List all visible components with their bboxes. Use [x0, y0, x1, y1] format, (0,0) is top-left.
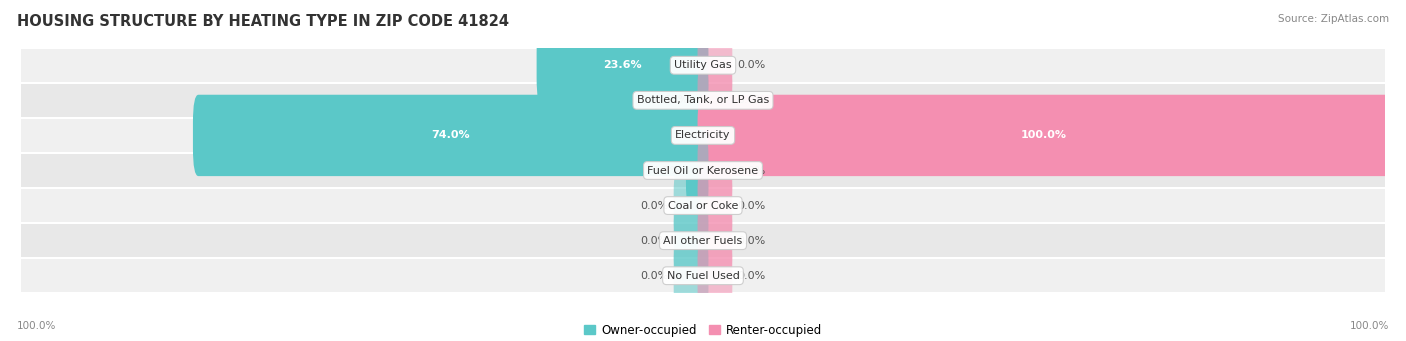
Text: Coal or Coke: Coal or Coke: [668, 201, 738, 211]
Bar: [21, 188, 1385, 223]
Text: 0.0%: 0.0%: [737, 95, 765, 105]
Bar: [21, 48, 1385, 83]
Text: Bottled, Tank, or LP Gas: Bottled, Tank, or LP Gas: [637, 95, 769, 105]
Text: 0.0%: 0.0%: [641, 201, 669, 211]
FancyBboxPatch shape: [693, 60, 709, 141]
Text: 0.0%: 0.0%: [641, 271, 669, 281]
Text: 0.0%: 0.0%: [737, 165, 765, 176]
FancyBboxPatch shape: [697, 60, 733, 141]
FancyBboxPatch shape: [697, 165, 733, 246]
Text: 100.0%: 100.0%: [1021, 130, 1067, 140]
Text: Electricity: Electricity: [675, 130, 731, 140]
Text: 0.0%: 0.0%: [737, 236, 765, 246]
Text: 0.0%: 0.0%: [641, 236, 669, 246]
FancyBboxPatch shape: [697, 235, 733, 316]
Text: 0.0%: 0.0%: [737, 201, 765, 211]
Bar: [21, 153, 1385, 188]
Text: 1.7%: 1.7%: [652, 165, 681, 176]
Text: All other Fuels: All other Fuels: [664, 236, 742, 246]
Bar: [21, 118, 1385, 153]
FancyBboxPatch shape: [673, 200, 709, 281]
FancyBboxPatch shape: [193, 95, 709, 176]
FancyBboxPatch shape: [673, 165, 709, 246]
FancyBboxPatch shape: [537, 25, 709, 106]
Text: No Fuel Used: No Fuel Used: [666, 271, 740, 281]
Bar: [21, 258, 1385, 293]
Bar: [21, 223, 1385, 258]
FancyBboxPatch shape: [697, 95, 1391, 176]
FancyBboxPatch shape: [686, 130, 709, 211]
Text: 0.0%: 0.0%: [737, 271, 765, 281]
Legend: Owner-occupied, Renter-occupied: Owner-occupied, Renter-occupied: [579, 319, 827, 341]
FancyBboxPatch shape: [697, 130, 733, 211]
Bar: [21, 83, 1385, 118]
FancyBboxPatch shape: [673, 235, 709, 316]
Text: Fuel Oil or Kerosene: Fuel Oil or Kerosene: [647, 165, 759, 176]
Text: 100.0%: 100.0%: [1350, 321, 1389, 331]
Text: Utility Gas: Utility Gas: [675, 60, 731, 70]
FancyBboxPatch shape: [697, 200, 733, 281]
Text: 74.0%: 74.0%: [432, 130, 470, 140]
Text: 0.0%: 0.0%: [737, 60, 765, 70]
Text: HOUSING STRUCTURE BY HEATING TYPE IN ZIP CODE 41824: HOUSING STRUCTURE BY HEATING TYPE IN ZIP…: [17, 14, 509, 29]
Text: Source: ZipAtlas.com: Source: ZipAtlas.com: [1278, 14, 1389, 24]
Text: 100.0%: 100.0%: [17, 321, 56, 331]
FancyBboxPatch shape: [697, 25, 733, 106]
Text: 0.68%: 0.68%: [652, 95, 688, 105]
Text: 23.6%: 23.6%: [603, 60, 643, 70]
